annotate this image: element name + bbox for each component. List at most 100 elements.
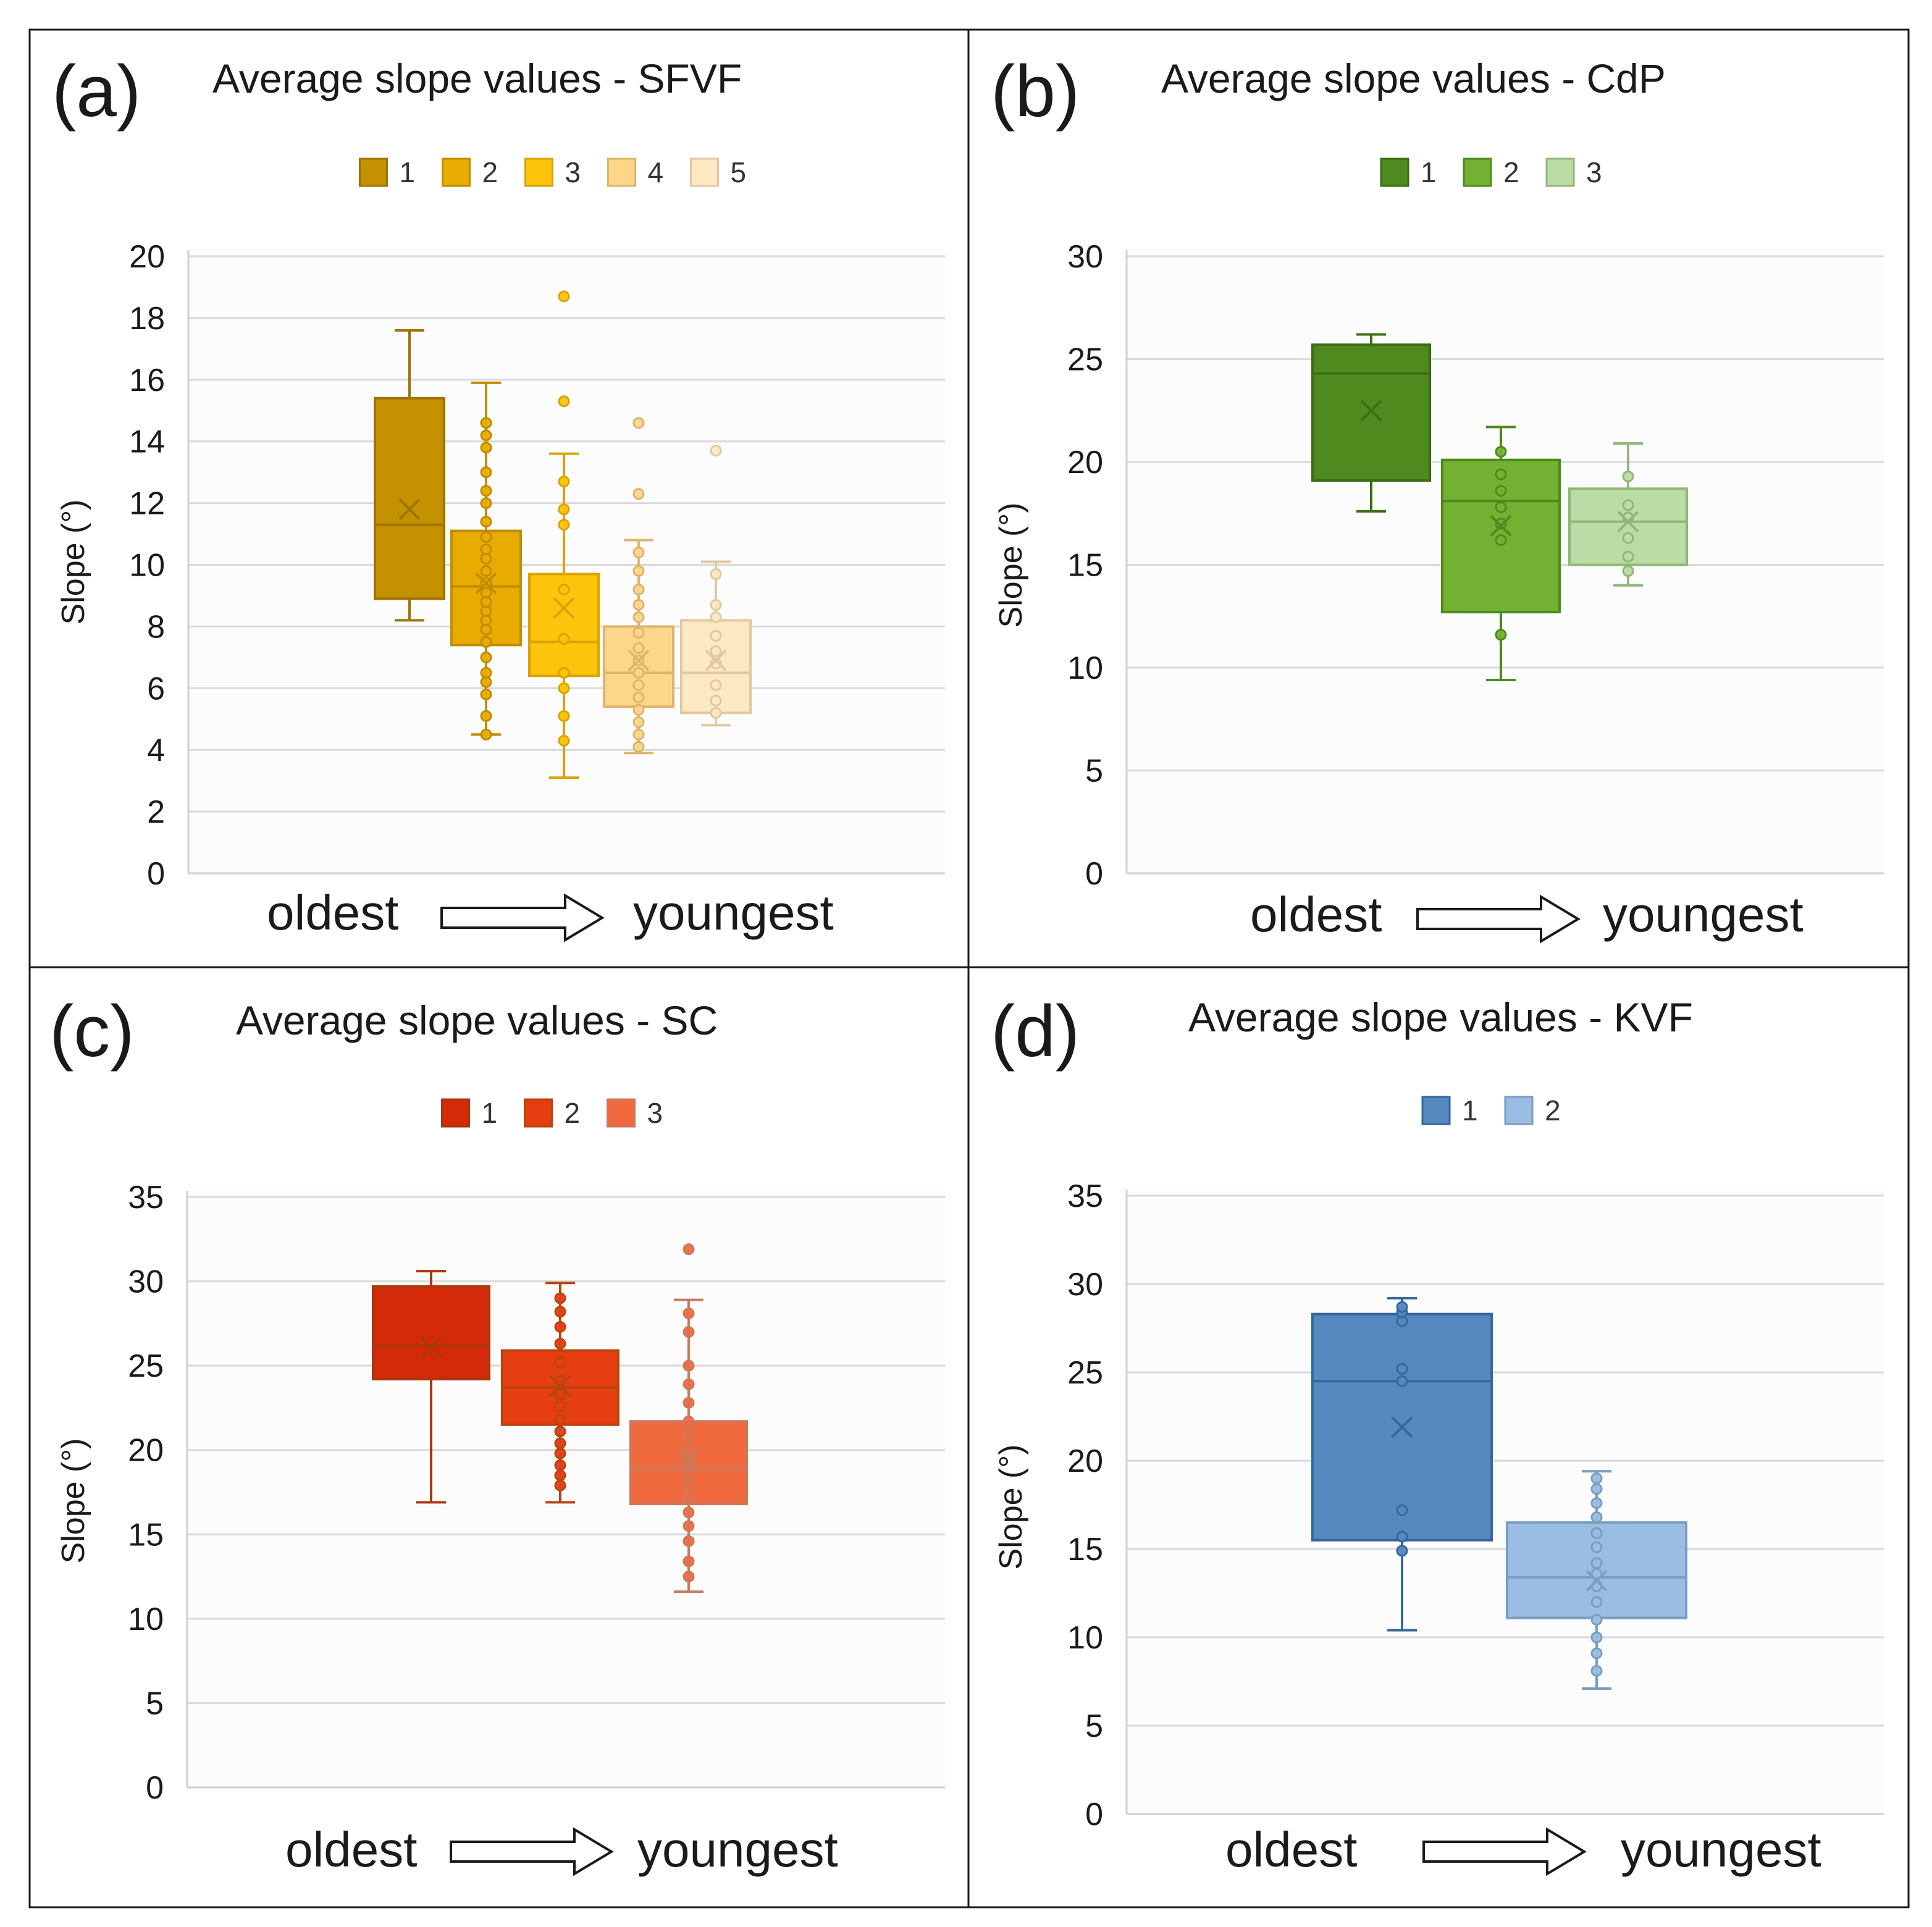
data-point: [480, 516, 492, 528]
y-tick-label: 16: [129, 363, 165, 398]
box-series-2: [1506, 1470, 1687, 1690]
data-point: [1396, 1530, 1408, 1543]
data-point: [1622, 565, 1634, 577]
y-tick-label: 10: [128, 1602, 164, 1637]
data-point: [480, 429, 492, 442]
data-point: [554, 1320, 566, 1333]
data-point: [1396, 1545, 1408, 1557]
y-tick-label: 30: [1067, 1267, 1103, 1303]
legend-swatch: [1545, 157, 1575, 187]
mean-marker: [1586, 1570, 1608, 1592]
legend-swatch: [442, 157, 471, 187]
data-point: [554, 1479, 566, 1492]
legend-label: 1: [1462, 1094, 1478, 1127]
data-point: [1590, 1472, 1603, 1485]
x-axis-label-youngest: youngest: [637, 1822, 838, 1877]
data-point: [480, 666, 492, 679]
y-tick-label: 4: [147, 733, 165, 768]
box-series-3: [1568, 442, 1688, 587]
y-tick-label: 0: [147, 856, 165, 892]
data-point: [1495, 468, 1507, 481]
data-point: [632, 741, 645, 753]
y-tick-label: 6: [147, 671, 165, 707]
data-point: [682, 1444, 695, 1456]
y-tick-label: 15: [1067, 548, 1103, 584]
data-point: [480, 466, 492, 479]
data-point: [558, 583, 570, 595]
data-point: [632, 547, 645, 559]
y-axis-label: Slope (°): [993, 1445, 1029, 1570]
y-tick-label: 35: [128, 1180, 164, 1215]
mean-marker: [1490, 514, 1512, 537]
y-tick-label: 12: [129, 486, 165, 522]
data-point: [682, 1396, 695, 1409]
data-point: [710, 598, 722, 611]
data-point: [682, 1430, 695, 1443]
y-tick-label: 5: [146, 1686, 164, 1721]
y-tick-label: 25: [1067, 342, 1103, 378]
legend-swatch: [1504, 1096, 1534, 1125]
y-tick-label: 25: [128, 1348, 164, 1384]
mean-marker: [628, 649, 650, 671]
data-point: [480, 565, 492, 577]
data-point: [682, 1469, 695, 1482]
legend-label: 5: [731, 156, 747, 188]
plot-area: 0 5 10 15 20 25 30 35: [1067, 1178, 1884, 1833]
panel-letter: (c): [49, 991, 135, 1072]
data-point: [558, 476, 570, 488]
data-point: [554, 1338, 566, 1350]
y-axis-label: Slope (°): [56, 500, 91, 625]
legend-swatch: [607, 1098, 636, 1128]
data-point: [632, 642, 645, 654]
arrow-right-icon: [450, 1827, 614, 1876]
y-tick-label: 15: [128, 1517, 164, 1553]
y-tick-label: 20: [129, 239, 165, 275]
data-point: [632, 703, 645, 716]
data-point: [682, 1481, 695, 1493]
data-point: [1622, 532, 1634, 544]
data-point: [710, 629, 722, 642]
box-series-4: [603, 417, 674, 755]
box-series-1: [372, 1270, 490, 1504]
data-point: [682, 1555, 695, 1568]
chart-title: Average slope values - SFVF: [212, 56, 742, 101]
mean-marker: [475, 573, 497, 594]
data-point: [554, 1400, 566, 1413]
data-point: [632, 598, 645, 611]
panel-letter: (a): [52, 51, 141, 132]
data-point: [1622, 470, 1634, 482]
data-point: [1495, 518, 1507, 530]
y-tick-label: 8: [147, 609, 165, 645]
y-tick-label: 0: [1085, 856, 1103, 892]
chart-title: Average slope values - CdP: [1161, 56, 1666, 101]
data-point: [632, 583, 645, 595]
x-axis-label-youngest: youngest: [1603, 887, 1804, 942]
data-point: [554, 1447, 566, 1459]
data-point: [558, 395, 570, 408]
data-point: [558, 734, 570, 747]
box-series-2: [501, 1282, 620, 1504]
data-point: [682, 1378, 695, 1390]
data-point: [682, 1493, 695, 1505]
plot-background: [187, 1191, 945, 1787]
data-point: [710, 445, 722, 457]
box-series-1: [1311, 1296, 1493, 1632]
y-tick-label: 20: [1067, 445, 1103, 481]
data-point: [710, 568, 722, 580]
data-point: [682, 1307, 695, 1319]
data-point: [1396, 1375, 1408, 1387]
legend-label: 2: [565, 1097, 581, 1129]
legend-swatch: [524, 157, 553, 187]
data-point: [480, 710, 492, 722]
plot-background: [188, 250, 945, 873]
data-point: [480, 497, 492, 510]
data-point: [554, 1292, 566, 1304]
data-point: [1590, 1497, 1603, 1509]
data-point: [1590, 1613, 1603, 1626]
box-series-3: [528, 290, 600, 779]
arrow-right-icon: [1416, 894, 1581, 944]
data-point: [558, 290, 570, 303]
data-point: [710, 707, 722, 719]
y-tick-label: 30: [128, 1264, 164, 1300]
